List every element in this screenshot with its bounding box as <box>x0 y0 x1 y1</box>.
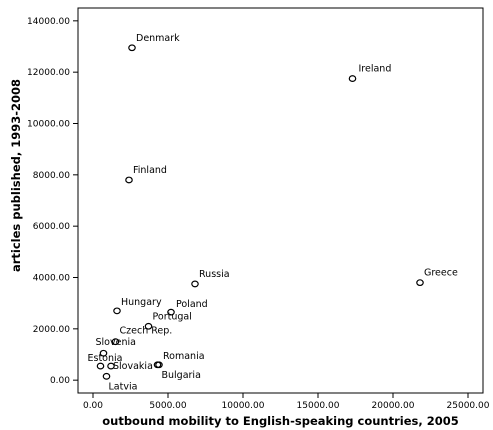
point-portugal <box>144 322 153 330</box>
y-tick-label: 12000.00 <box>27 68 70 78</box>
point-ireland <box>348 75 357 82</box>
point-label-russia: Russia <box>199 269 230 280</box>
point-hungary <box>113 307 121 315</box>
point-label-bulgaria: Bulgaria <box>162 370 201 381</box>
point-latvia <box>102 372 111 380</box>
data-points: Denmark Ireland Finland Greece Russia Poland H… <box>88 33 458 393</box>
point-slovakia <box>107 362 115 370</box>
point-greece <box>416 279 424 287</box>
point-label-finland: Finland <box>133 165 167 176</box>
point-label-estonia: Estonia <box>88 353 123 364</box>
point-label-denmark: Denmark <box>136 33 180 44</box>
plot-frame <box>77 7 484 394</box>
y-tick-label: 14000.00 <box>27 17 70 27</box>
point-label-greece: Greece <box>424 268 458 279</box>
point-label-hungary: Hungary <box>121 297 162 308</box>
point-estonia <box>96 362 105 370</box>
x-axis-ticks: 0.00 5000.00 10000.00 15000.00 20000.00 25000… <box>83 393 490 411</box>
point-label-slovakia: Slovakia <box>113 361 153 372</box>
y-tick-label: 0.00 <box>50 376 70 386</box>
point-slovenia <box>99 349 108 357</box>
point-label-romania: Romania <box>163 351 205 362</box>
y-tick-label: 10000.00 <box>27 120 70 130</box>
x-tick-label: 25000.00 <box>447 401 490 411</box>
y-tick-label: 8000.00 <box>33 171 70 181</box>
y-tick-label: 4000.00 <box>33 274 70 284</box>
x-tick-label: 15000.00 <box>297 401 340 411</box>
point-russia <box>191 280 199 288</box>
x-tick-label: 20000.00 <box>372 401 415 411</box>
point-label-latvia: Latvia <box>109 381 138 392</box>
point-label-portugal: Portugal <box>153 311 192 322</box>
point-label-czech-rep: Czech Rep. <box>120 326 173 337</box>
point-poland <box>167 308 175 316</box>
point-label-ireland: Ireland <box>359 64 392 75</box>
y-axis-title: articles published, 1993-2008 <box>9 79 23 272</box>
x-tick-label: 10000.00 <box>222 401 265 411</box>
x-tick-label: 5000.00 <box>149 401 186 411</box>
point-czech-rep <box>111 338 120 346</box>
point-label-slovenia: Slovenia <box>96 337 136 348</box>
point-label-poland: Poland <box>176 299 208 310</box>
y-tick-label: 2000.00 <box>33 325 70 335</box>
y-axis-ticks: 0.00 2000.00 4000.00 6000.00 8000.00 10000.00… <box>27 17 78 386</box>
point-bulgaria <box>153 361 162 369</box>
point-denmark <box>128 44 136 52</box>
point-finland <box>125 176 133 184</box>
x-tick-label: 0.00 <box>83 401 103 411</box>
y-tick-label: 6000.00 <box>33 222 70 232</box>
x-axis-title: outbound mobility to English-speaking co… <box>102 414 459 428</box>
